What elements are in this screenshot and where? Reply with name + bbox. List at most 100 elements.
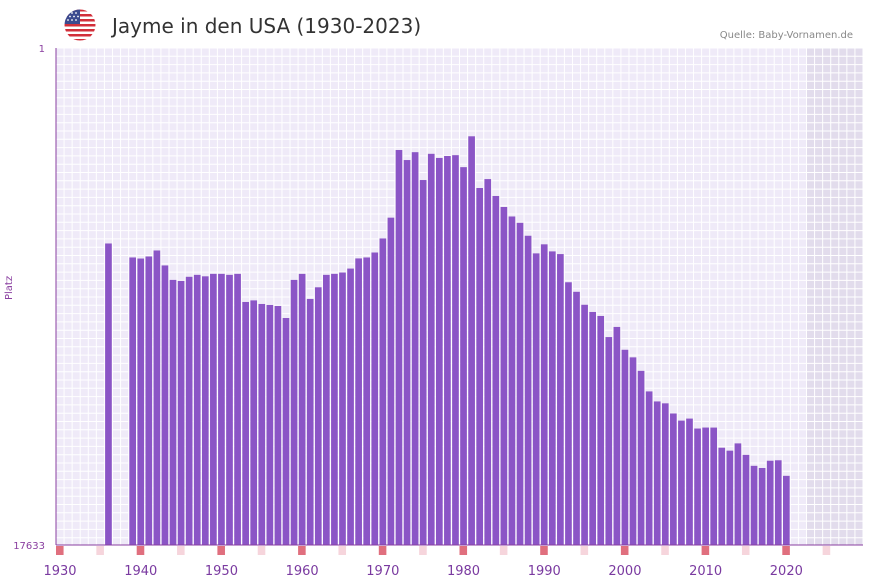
x-tick-label-2010: 2010 — [689, 564, 722, 579]
bar-2003 — [645, 391, 653, 545]
decade-marker-1930 — [56, 546, 64, 555]
bar-2015 — [742, 454, 750, 545]
decade-marker-1960 — [298, 546, 306, 555]
bar-1961 — [306, 298, 314, 545]
bar-2001 — [629, 357, 637, 545]
half-decade-marker-1975 — [419, 546, 427, 555]
bar-2012 — [718, 447, 726, 545]
bar-1949 — [210, 273, 217, 545]
bar-2019 — [774, 460, 782, 545]
bar-1969 — [371, 252, 379, 545]
half-decade-marker-1965 — [338, 546, 347, 555]
bar-2005 — [661, 403, 669, 545]
bar-1945 — [177, 280, 185, 545]
bar-1944 — [169, 279, 177, 545]
decade-marker-2010 — [701, 546, 710, 555]
us-flag-icon — [64, 9, 96, 41]
x-tick-label-1970: 1970 — [366, 564, 399, 579]
bar-1994 — [573, 291, 580, 545]
bar-1976 — [427, 153, 435, 546]
bar-1987 — [516, 222, 524, 545]
half-decade-marker-2005 — [661, 546, 669, 555]
x-tick-label-1980: 1980 — [447, 564, 480, 579]
decade-marker-1980 — [459, 546, 468, 555]
bar-2017 — [758, 467, 766, 545]
decade-marker-1940 — [136, 546, 145, 555]
bar-1990 — [540, 244, 548, 546]
bar-1971 — [387, 217, 395, 545]
bar-2020 — [783, 475, 790, 545]
bar-1984 — [492, 195, 500, 546]
bar-1973 — [403, 160, 411, 545]
bar-1995 — [581, 304, 588, 545]
bar-2009 — [694, 428, 701, 545]
bar-1968 — [363, 257, 371, 545]
bar-1943 — [161, 265, 169, 545]
bar-1991 — [548, 251, 556, 545]
bar-1958 — [282, 318, 290, 545]
bar-1982 — [476, 188, 484, 545]
bar-1959 — [290, 279, 298, 545]
half-decade-marker-1945 — [177, 546, 185, 555]
bar-2011 — [710, 427, 718, 545]
bar-1952 — [234, 273, 241, 545]
decade-marker-2000 — [620, 546, 629, 555]
decade-marker-1970 — [378, 546, 387, 555]
bar-2000 — [621, 349, 629, 545]
decade-marker-1990 — [540, 546, 548, 555]
bar-1941 — [145, 256, 153, 545]
bar-1986 — [508, 216, 516, 545]
bar-1966 — [347, 268, 354, 545]
chart-header: Jayme in den USA (1930-2023) Quelle: Bab… — [0, 0, 873, 48]
bar-1956 — [266, 304, 274, 545]
bar-2008 — [686, 418, 693, 545]
half-decade-marker-1955 — [257, 546, 266, 555]
bar-1998 — [605, 337, 613, 545]
bar-1978 — [444, 156, 451, 545]
bar-2018 — [766, 460, 774, 545]
bar-1983 — [484, 179, 492, 545]
bar-2004 — [653, 401, 661, 545]
half-decade-marker-2015 — [741, 546, 750, 555]
half-decade-marker-2025 — [822, 546, 831, 555]
x-tick-label-1940: 1940 — [124, 564, 157, 579]
x-tick-label-2020: 2020 — [770, 564, 803, 579]
bar-2010 — [702, 427, 709, 545]
bar-2002 — [637, 370, 645, 545]
bar-2007 — [678, 420, 685, 545]
x-tick-label-1950: 1950 — [205, 564, 238, 579]
bar-1942 — [153, 250, 161, 545]
bar-1992 — [557, 254, 564, 545]
y-tick-label-top: 1 — [39, 44, 45, 55]
half-decade-marker-1985 — [499, 546, 508, 555]
bar-1985 — [500, 206, 508, 545]
bar-1955 — [258, 303, 266, 545]
bar-1939 — [129, 257, 136, 545]
bar-1980 — [460, 167, 467, 546]
source-label: Quelle: Baby-Vornamen.de — [719, 30, 853, 41]
bar-1970 — [379, 238, 387, 546]
bar-1957 — [274, 305, 282, 545]
bar-2016 — [750, 465, 758, 545]
bar-1951 — [226, 274, 233, 545]
bar-1936 — [105, 243, 112, 545]
bar-1972 — [395, 150, 403, 546]
chart-title: Jayme in den USA (1930-2023) — [112, 14, 422, 38]
bar-1999 — [613, 326, 621, 545]
y-tick-label-bottom: 17633 — [13, 541, 45, 552]
bar-1950 — [218, 273, 225, 545]
bar-1948 — [201, 276, 209, 545]
bar-1979 — [452, 155, 459, 545]
bar-1996 — [589, 311, 596, 545]
bar-1975 — [419, 180, 427, 545]
bar-2006 — [670, 413, 677, 545]
bar-1953 — [242, 301, 249, 545]
bar-1981 — [468, 136, 475, 545]
bar-1963 — [323, 274, 330, 545]
bar-1964 — [331, 273, 338, 545]
x-tick-label-1960: 1960 — [286, 564, 319, 579]
bar-1960 — [298, 273, 306, 545]
bar-1967 — [355, 258, 362, 545]
bar-1977 — [435, 157, 443, 546]
